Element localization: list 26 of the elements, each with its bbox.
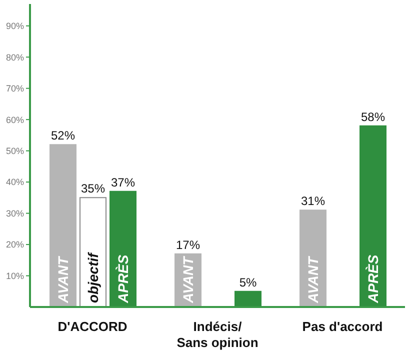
y-tick-label: 10% [6, 270, 24, 281]
y-tick-label: 80% [6, 52, 24, 62]
series-label: objectif [85, 252, 101, 303]
x-tick-label: Indécis/ Sans opinion [176, 319, 258, 350]
y-tick-label: 40% [6, 177, 24, 188]
y-tick-label: 20% [6, 240, 24, 250]
x-tick-label: Pas d'accord [302, 319, 383, 334]
x-tick-label: D'ACCORD [58, 319, 128, 334]
text: AVANT [55, 256, 71, 303]
y-tick-label: 60% [6, 114, 24, 125]
data-label: 17% [176, 238, 200, 252]
data-label: 31% [300, 194, 326, 208]
data-label: 5% [239, 275, 257, 290]
data-label: 58% [360, 110, 386, 124]
series-label: APRÈS [115, 254, 131, 304]
bar [50, 144, 76, 307]
data-label: 52% [50, 128, 76, 143]
series-label: AVANT [180, 255, 196, 304]
y-tick-label: 70% [6, 84, 24, 94]
y-tick-label: 50% [6, 146, 24, 156]
text: APRÈS [365, 254, 381, 303]
text: AVANT [305, 256, 321, 303]
y-tick-label: 90% [6, 21, 24, 32]
data-label: 35% [80, 182, 106, 196]
y-tick-label: 30% [6, 208, 24, 218]
data-label: 37% [110, 175, 136, 190]
